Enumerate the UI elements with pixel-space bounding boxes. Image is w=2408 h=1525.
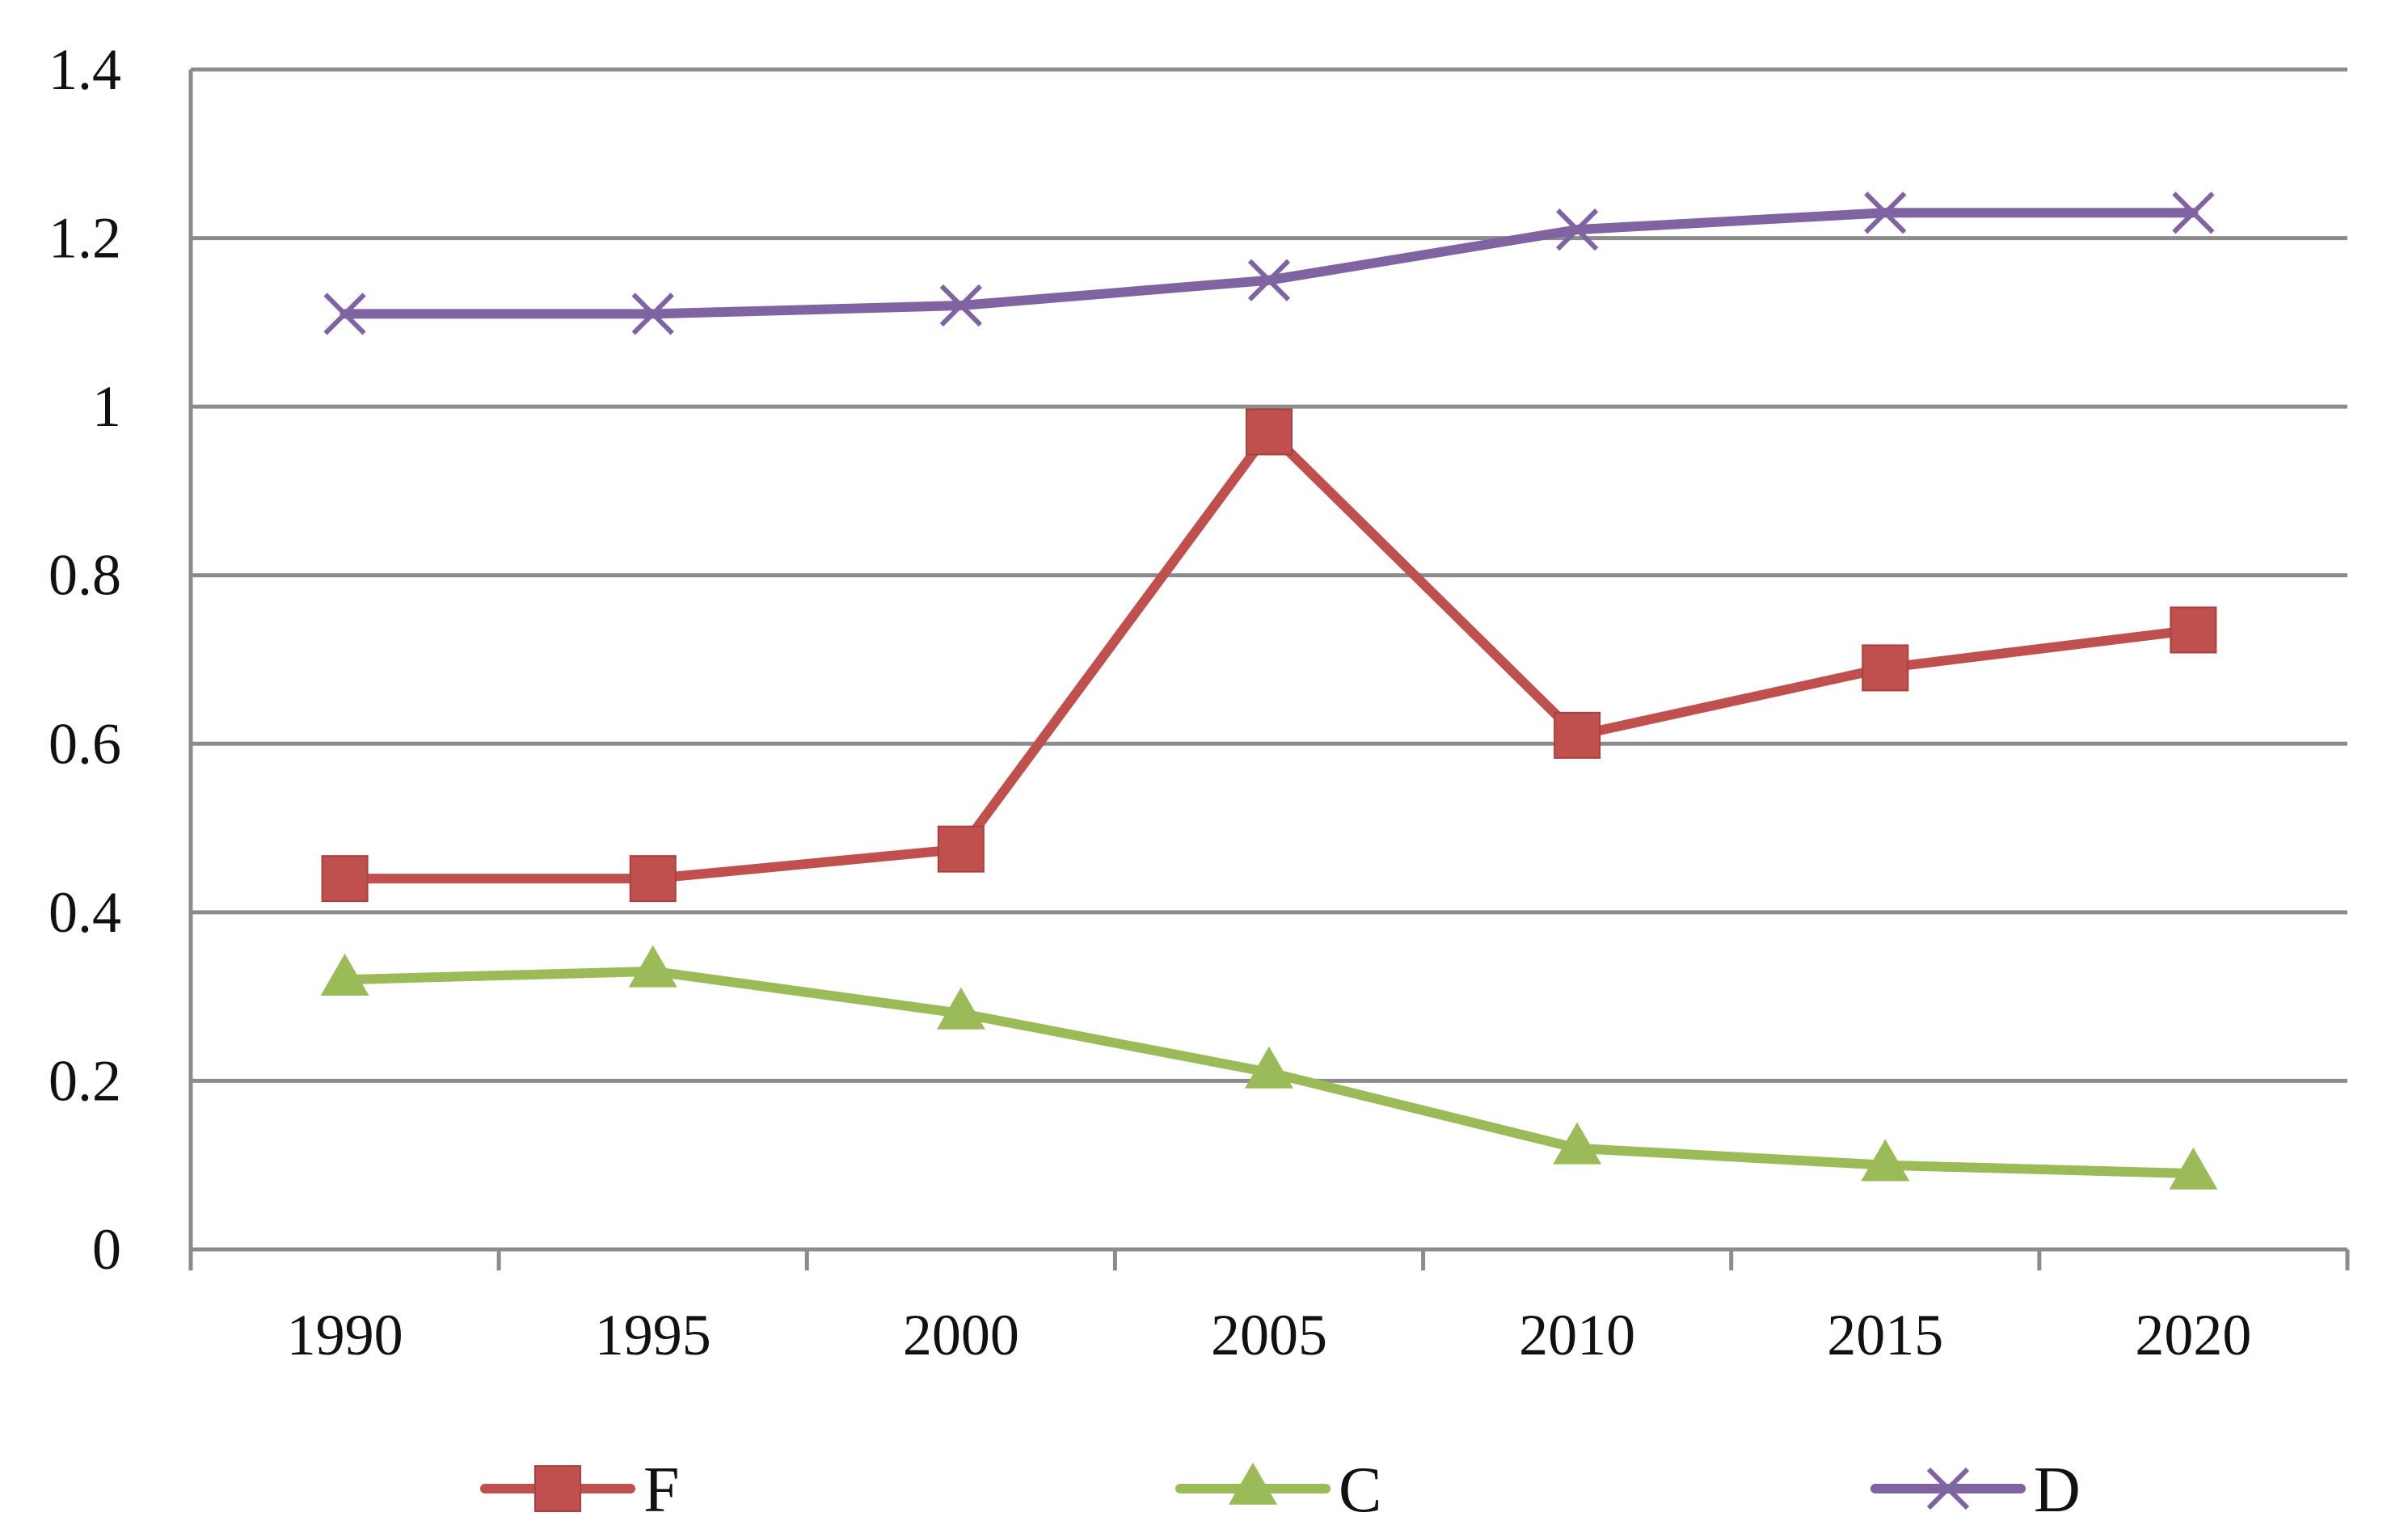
x-tick-label: 1990 xyxy=(287,1303,403,1367)
y-tick-label: 1 xyxy=(92,374,121,439)
legend-marker-c xyxy=(1229,1462,1277,1505)
data-point-c xyxy=(936,987,985,1030)
legend-marker-f xyxy=(534,1465,581,1512)
data-point-f xyxy=(1246,408,1293,456)
legend-item-c: C xyxy=(1175,1455,1381,1525)
series-f xyxy=(321,408,2217,903)
data-point-d xyxy=(939,284,982,327)
y-tick-label: 1.2 xyxy=(48,206,121,271)
legend-item-f: F xyxy=(480,1455,680,1525)
data-point-d xyxy=(1864,192,1907,234)
data-point-f xyxy=(937,825,985,873)
legend-item-d: D xyxy=(1870,1455,2081,1525)
data-point-c xyxy=(1245,1046,1293,1089)
data-point-d xyxy=(1556,209,1599,251)
axes xyxy=(188,70,2350,1270)
x-tick-label: 2000 xyxy=(903,1303,1019,1367)
x-tick-label: 2015 xyxy=(1827,1303,1943,1367)
data-point-c xyxy=(1861,1139,1910,1182)
y-axis-tick-labels: 0 0.2 0.4 0.6 0.8 1 1.2 1.4 xyxy=(48,37,121,1282)
x-tick-label: 2005 xyxy=(1211,1303,1327,1367)
x-tick-label: 1995 xyxy=(595,1303,711,1367)
y-tick-label: 0 xyxy=(92,1217,121,1282)
y-tick-label: 1.4 xyxy=(48,37,121,102)
series-c xyxy=(320,945,2218,1190)
data-point-f xyxy=(321,855,369,903)
y-tick-label: 0.4 xyxy=(48,880,121,945)
series-line-d xyxy=(339,208,2199,319)
y-tick-label: 0.6 xyxy=(48,711,121,776)
data-point-f xyxy=(1862,644,1909,692)
data-point-d xyxy=(631,293,674,335)
data-point-f xyxy=(1554,711,1601,759)
x-tick-label: 2020 xyxy=(2135,1303,2251,1367)
data-point-c xyxy=(1553,1122,1602,1165)
data-point-f xyxy=(629,855,677,903)
y-tick-label: 0.2 xyxy=(48,1048,121,1113)
data-point-f xyxy=(2170,606,2217,654)
legend-label-f: F xyxy=(643,1455,680,1525)
legend-marker-d xyxy=(1926,1467,1970,1510)
series-line-f xyxy=(339,427,2199,884)
legend-label-d: D xyxy=(2034,1455,2081,1525)
series-d xyxy=(323,192,2215,335)
data-point-c xyxy=(320,954,369,996)
data-point-c xyxy=(628,945,677,988)
data-point-c xyxy=(2169,1147,2218,1190)
x-tick-label: 2010 xyxy=(1519,1303,1635,1367)
series xyxy=(320,192,2218,1190)
data-point-d xyxy=(2172,192,2215,234)
data-point-d xyxy=(323,293,366,335)
x-axis-tick-labels: 1990 1995 2000 2005 2010 2015 2020 xyxy=(287,1303,2252,1367)
data-point-d xyxy=(1247,259,1291,301)
gridlines xyxy=(191,67,2347,1083)
legend-label-c: C xyxy=(1339,1455,1381,1525)
y-tick-label: 0.8 xyxy=(48,543,121,608)
